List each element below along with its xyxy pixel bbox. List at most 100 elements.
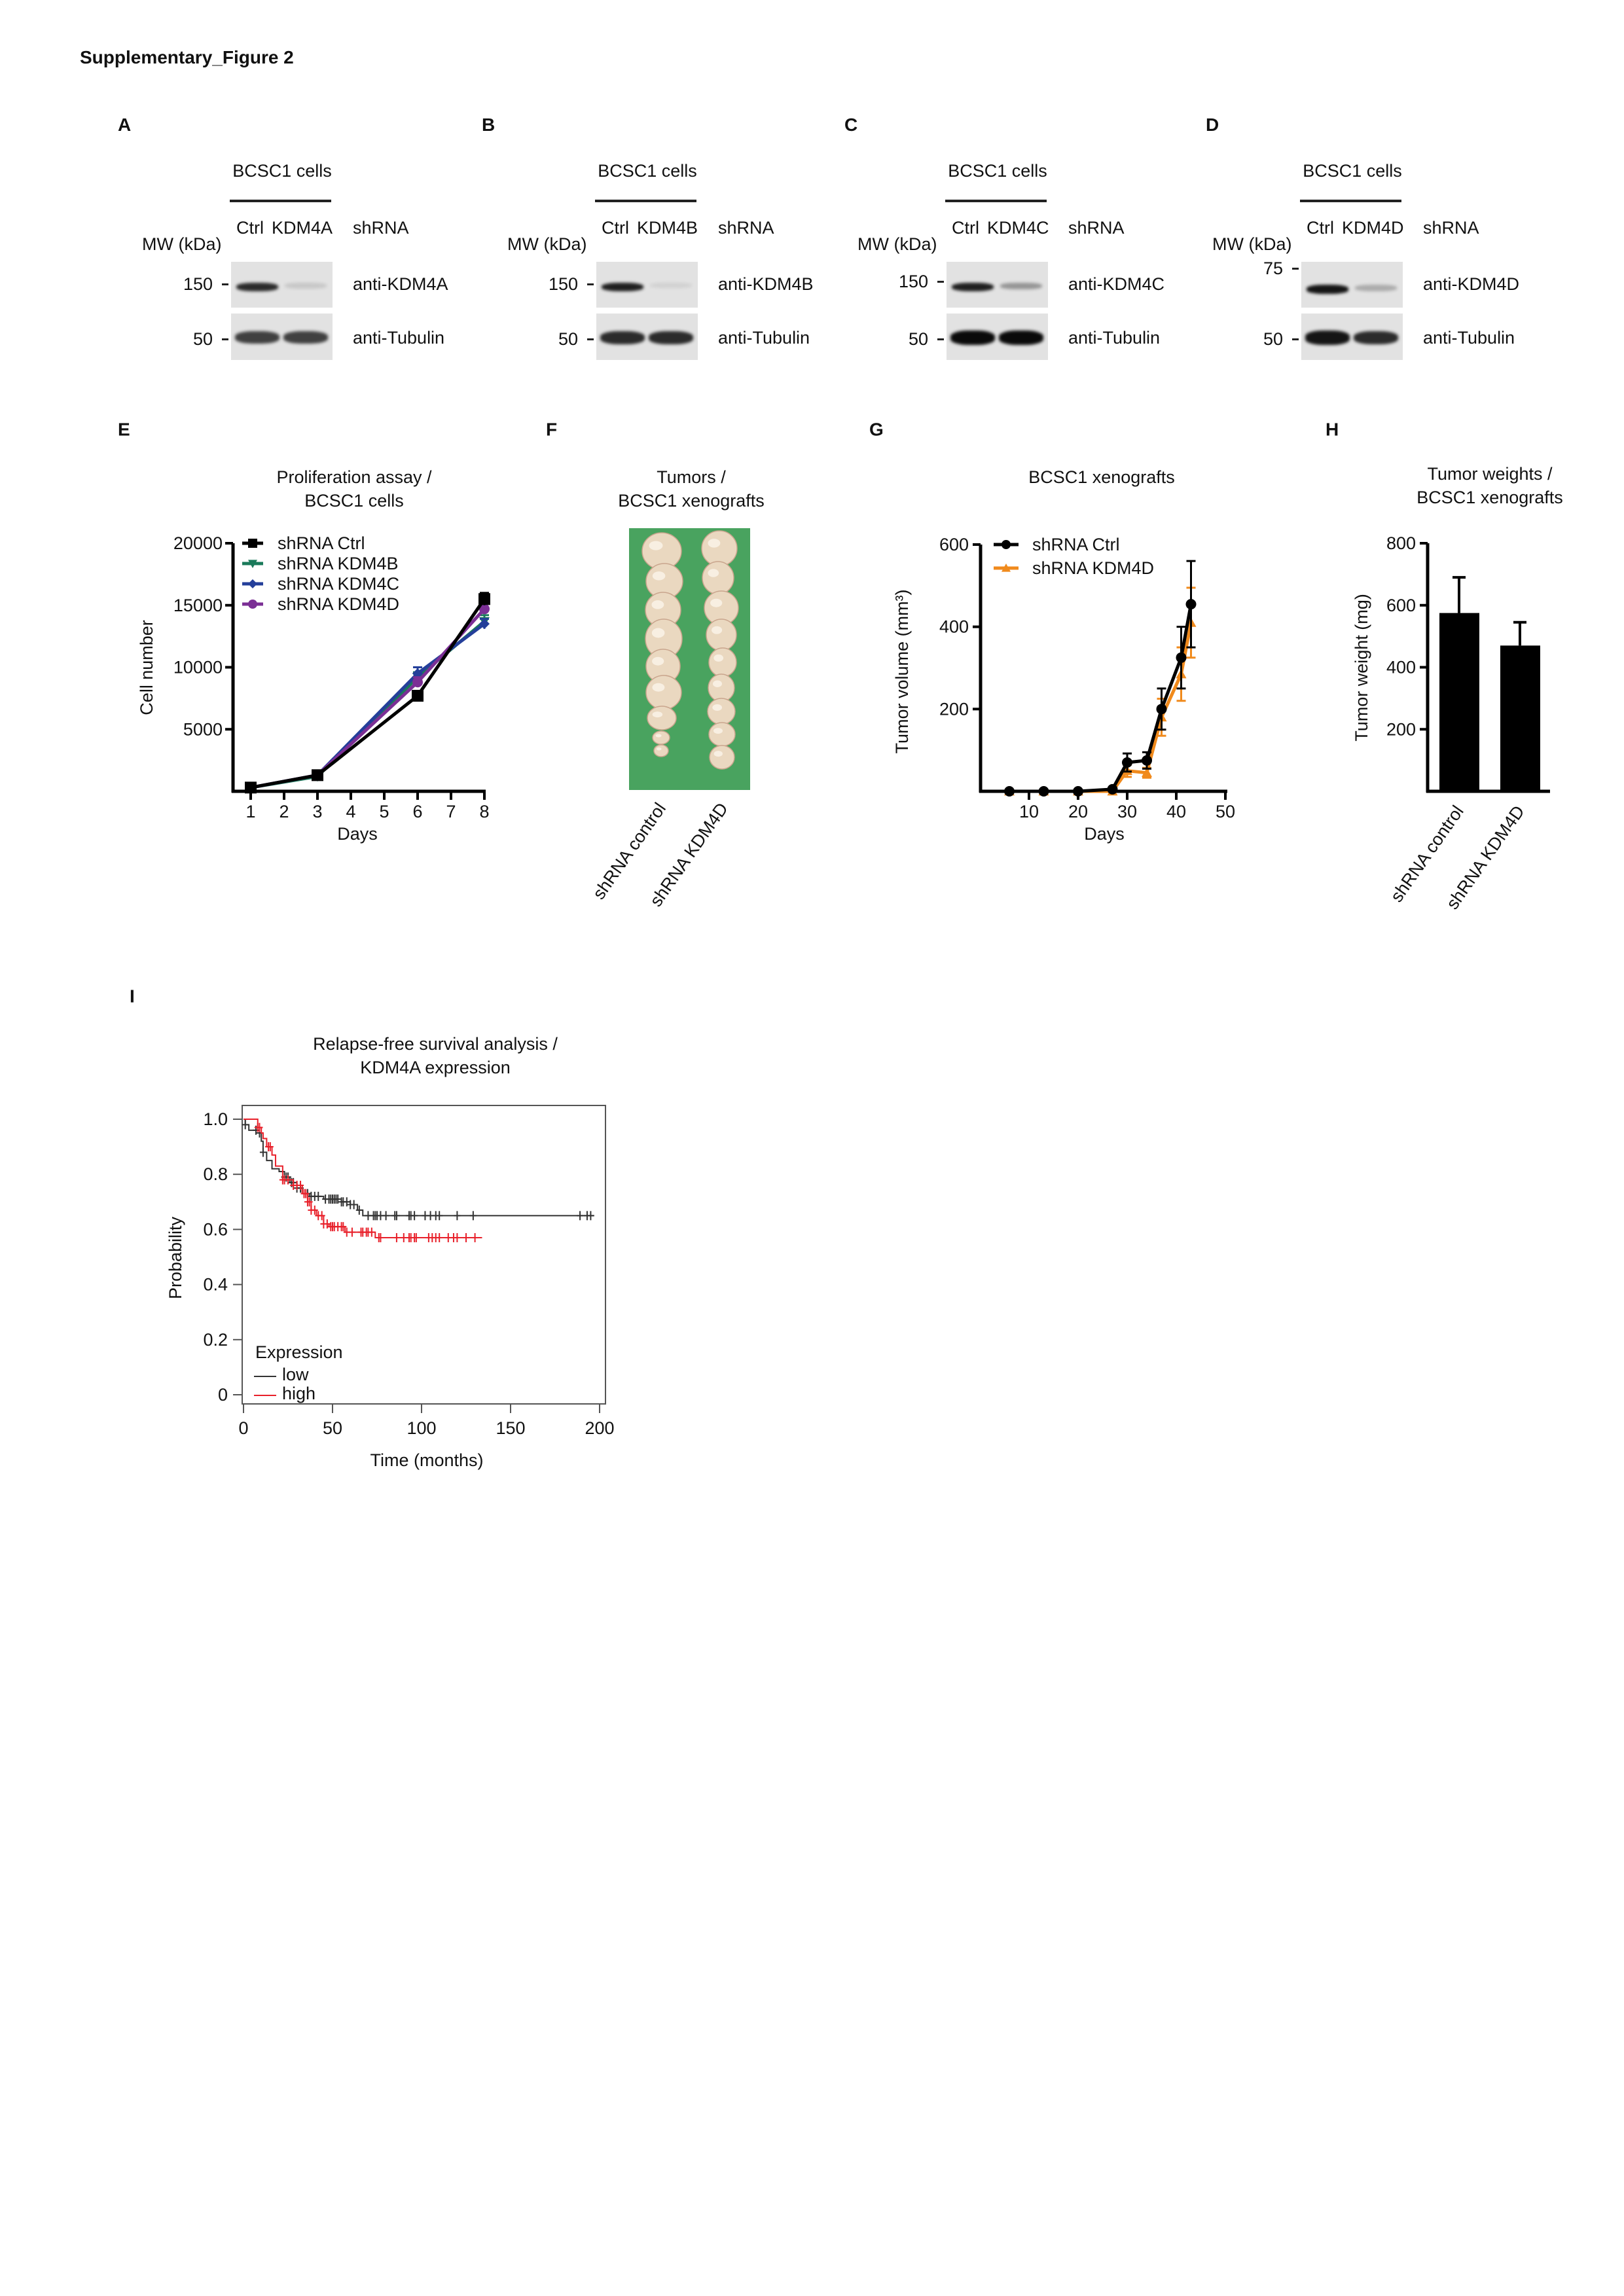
marker-circle — [1107, 783, 1118, 795]
x-tick-label: 6 — [412, 802, 422, 821]
tumor-highlight — [652, 683, 665, 692]
marker-diamond — [248, 579, 257, 588]
legend-label: shRNA KDM4D — [278, 594, 399, 614]
shrna-label: shRNA — [1423, 218, 1479, 238]
tumor — [653, 744, 669, 757]
marker-diamond — [412, 668, 423, 679]
x-tick-label: 7 — [446, 802, 456, 821]
y-tick-label: 0.2 — [203, 1330, 228, 1350]
blot-tubulin — [596, 314, 698, 360]
series-line — [250, 598, 486, 789]
panel-label: F — [546, 420, 557, 440]
chart-title: Proliferation assay / — [276, 467, 432, 487]
series-line — [1009, 603, 1193, 793]
legend-label: high — [282, 1384, 316, 1403]
tubulin-band — [999, 331, 1043, 345]
y-axis-label: Cell number — [137, 620, 156, 715]
y-tick-label: 15000 — [173, 596, 223, 615]
antibody-label-top: anti-KDM4B — [718, 274, 814, 294]
tumor-photo — [629, 528, 750, 790]
x-tick-label: 100 — [406, 1418, 436, 1438]
blot-tubulin — [947, 314, 1048, 360]
protein-band — [1000, 283, 1042, 290]
series-shrna-kdm4d — [245, 603, 490, 793]
series-shrna-ctrl — [1004, 560, 1197, 797]
mw-marker-tick — [937, 338, 944, 340]
blot-target-protein — [947, 262, 1048, 308]
tumor-highlight — [712, 704, 723, 711]
x-tick-label: 150 — [496, 1418, 525, 1438]
x-tick-label: 50 — [323, 1418, 342, 1438]
survival-line — [244, 1119, 482, 1239]
tubulin-band — [235, 331, 280, 344]
panel-label: A — [118, 115, 132, 135]
protein-band — [602, 283, 643, 292]
legend-label: shRNA Ctrl — [278, 533, 365, 553]
y-tick-label: 200 — [1386, 719, 1416, 739]
marker-circle — [1122, 757, 1132, 768]
y-tick-label: 400 — [1386, 658, 1416, 677]
blot-target-protein — [1301, 262, 1403, 308]
marker-circle — [1073, 786, 1083, 797]
protein-band — [952, 283, 994, 292]
tumor-highlight — [708, 539, 721, 548]
mw-marker-tick — [1292, 268, 1299, 270]
y-tick-label: 600 — [939, 535, 969, 554]
blot-tubulin — [1301, 314, 1403, 360]
legend-label: shRNA KDM4D — [1032, 558, 1154, 578]
y-axis-label: Probability — [166, 1216, 185, 1299]
mw-marker-tick — [222, 338, 228, 340]
protein-band — [236, 283, 278, 292]
y-tick-label: 0 — [218, 1385, 228, 1405]
y-tick-label: 200 — [939, 699, 969, 719]
tumor — [709, 745, 735, 770]
tumor-highlight — [713, 751, 723, 757]
mw-marker-top: 150 — [548, 274, 578, 294]
mw-marker-top: 150 — [183, 274, 213, 294]
y-tick-label: 0.4 — [203, 1275, 228, 1295]
marker-square — [312, 769, 323, 781]
marker-circle — [1038, 786, 1049, 797]
antibody-label-bottom: anti-Tubulin — [1423, 328, 1515, 348]
marker-circle — [1176, 652, 1187, 663]
legend-label: shRNA KDM4B — [278, 554, 399, 573]
legend-label: low — [282, 1365, 309, 1384]
mw-marker-tick — [1292, 338, 1299, 340]
antibody-label-bottom: anti-Tubulin — [353, 328, 445, 348]
marker-square — [412, 690, 424, 702]
plot-frame — [242, 1105, 606, 1405]
tubulin-band — [950, 331, 995, 345]
lane-label-ctrl: Ctrl — [952, 218, 979, 238]
x-tick-label: 0 — [238, 1418, 248, 1438]
legend-title: Expression — [255, 1342, 343, 1362]
panel-label: D — [1206, 115, 1219, 135]
tumor-highlight — [649, 541, 663, 550]
panel-label: H — [1326, 420, 1339, 440]
shrna-label: shRNA — [353, 218, 409, 238]
x-tick-label: 8 — [479, 802, 489, 821]
x-tick-label: 10 — [1019, 802, 1039, 821]
mw-marker-tick — [587, 338, 594, 340]
marker-circle — [1156, 704, 1167, 715]
y-axis-label: Tumor volume (mm³) — [892, 589, 912, 753]
lane-label-knockdown: KDM4B — [637, 218, 698, 238]
tubulin-band — [649, 331, 693, 344]
cells-label: BCSC1 cells — [948, 161, 1047, 181]
antibody-label-bottom: anti-Tubulin — [718, 328, 810, 348]
protein-band — [1355, 285, 1397, 291]
x-tick-label: 1 — [245, 802, 255, 821]
group-underline — [230, 200, 331, 202]
bar — [1500, 645, 1540, 791]
mw-marker-bottom: 50 — [908, 329, 928, 349]
marker-square — [478, 593, 490, 605]
panel-label: I — [130, 986, 135, 1007]
antibody-label-bottom: anti-Tubulin — [1068, 328, 1161, 348]
tumor — [707, 698, 736, 725]
tumor-highlight — [656, 747, 662, 751]
y-axis-label: Tumor weight (mg) — [1352, 594, 1371, 742]
cells-label: BCSC1 cells — [598, 161, 697, 181]
panel-label: G — [869, 420, 884, 440]
y-tick-label: 1.0 — [203, 1109, 228, 1129]
chart-title: BCSC1 xenografts — [1028, 467, 1175, 487]
tumor-highlight — [652, 711, 663, 718]
